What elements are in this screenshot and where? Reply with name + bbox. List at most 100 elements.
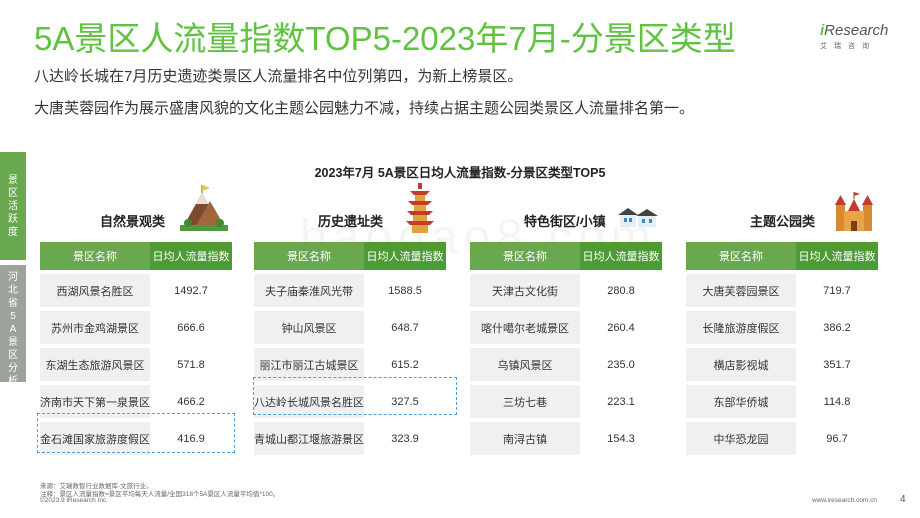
ranking-table-street: 景区名称 日均人流量指数 天津古文化街 280.8 喀什噶尔老城景区 260.4 乌镇风… bbox=[470, 238, 662, 459]
column-header-index: 日均人流量指数 bbox=[150, 242, 232, 270]
table-row: 苏州市金鸡湖景区 666.6 bbox=[40, 311, 232, 344]
scenic-area-name: 乌镇风景区 bbox=[470, 348, 580, 381]
logo-subtitle: 艾瑞咨询 bbox=[820, 43, 876, 50]
page-number: 4 bbox=[900, 494, 906, 505]
table-row: 青城山都江堰旅游景区 323.9 bbox=[254, 422, 446, 455]
scenic-area-name: 东湖生态旅游风景区 bbox=[40, 348, 150, 381]
traffic-index-value: 114.8 bbox=[796, 385, 878, 418]
scenic-area-name: 西湖风景名胜区 bbox=[40, 274, 150, 307]
ranking-table-nature: 景区名称 日均人流量指数 西湖风景名胜区 1492.7 苏州市金鸡湖景区 666.6 东… bbox=[40, 238, 232, 459]
traffic-index-value: 666.6 bbox=[150, 311, 232, 344]
scenic-area-name: 青城山都江堰旅游景区 bbox=[254, 422, 364, 455]
column-header-index: 日均人流量指数 bbox=[364, 242, 446, 270]
scenic-area-name: 喀什噶尔老城景区 bbox=[470, 311, 580, 344]
scenic-area-name: 大唐芙蓉园景区 bbox=[686, 274, 796, 307]
traffic-index-value: 466.2 bbox=[150, 385, 232, 418]
traffic-index-value: 1492.7 bbox=[150, 274, 232, 307]
logo-i: i bbox=[820, 22, 825, 39]
side-tab-hebei[interactable]: 河北省5A景区分析 bbox=[0, 265, 26, 387]
category-title: 特色街区/小镇 bbox=[524, 214, 606, 229]
highlight-box-jinshitan bbox=[37, 413, 235, 453]
table-row: 济南市天下第一泉景区 466.2 bbox=[40, 385, 232, 418]
traffic-index-value: 96.7 bbox=[796, 422, 878, 455]
subtitle-1: 八达岭长城在7月历史遗迹类景区人流量排名中位列第四，为新上榜景区。 bbox=[34, 68, 523, 85]
traffic-index-value: 327.5 bbox=[364, 385, 446, 418]
traffic-index-value: 719.7 bbox=[796, 274, 878, 307]
page-title: 5A景区人流量指数TOP5-2023年7月-分景区类型 bbox=[34, 20, 736, 57]
scenic-area-name: 苏州市金鸡湖景区 bbox=[40, 311, 150, 344]
iresearch-logo: iResearch 艾瑞咨询 bbox=[820, 22, 900, 52]
mountain-icon bbox=[180, 185, 228, 231]
traffic-index-value: 351.7 bbox=[796, 348, 878, 381]
highlight-box-badaling bbox=[253, 377, 457, 415]
logo-brand: Research bbox=[824, 22, 889, 39]
category-header-street: 特色街区/小镇 bbox=[470, 205, 662, 233]
footnote-source: 来源：艾瑞数智行业数据库-文旅行业。 bbox=[40, 483, 153, 490]
table-row: 南浔古镇 154.3 bbox=[470, 422, 662, 455]
ranking-table-theme-park: 景区名称 日均人流量指数 大唐芙蓉园景区 719.7 长隆旅游度假区 386.2 横店影… bbox=[686, 238, 878, 459]
category-header-theme-park: 主题公园类 bbox=[686, 192, 878, 233]
category-header-history: 历史遗址类 bbox=[254, 183, 446, 233]
copyright: ©2023.9 iResearch Inc. bbox=[40, 497, 109, 504]
traffic-index-value: 323.9 bbox=[364, 422, 446, 455]
traffic-index-value: 416.9 bbox=[150, 422, 232, 455]
table-row: 东湖生态旅游风景区 571.8 bbox=[40, 348, 232, 381]
table-row: 大唐芙蓉园景区 719.7 bbox=[686, 274, 878, 307]
castle-icon bbox=[835, 192, 873, 231]
category-title: 主题公园类 bbox=[750, 214, 816, 229]
table-row: 长隆旅游度假区 386.2 bbox=[686, 311, 878, 344]
subtitle-2: 大唐芙蓉园作为展示盛唐风貌的文化主题公园魅力不减，持续占据主题公园类景区人流量排… bbox=[34, 100, 695, 117]
website[interactable]: www.iresearch.com.cn bbox=[812, 497, 878, 504]
traffic-index-value: 648.7 bbox=[364, 311, 446, 344]
traffic-index-value: 154.3 bbox=[580, 422, 662, 455]
side-tab-activity[interactable]: 景区活跃度 bbox=[0, 152, 26, 260]
traffic-index-value: 235.0 bbox=[580, 348, 662, 381]
scenic-area-name: 钟山风景区 bbox=[254, 311, 364, 344]
traffic-index-value: 260.4 bbox=[580, 311, 662, 344]
side-tab-label: 河北省5A景区分析 bbox=[8, 272, 18, 387]
column-header-index: 日均人流量指数 bbox=[796, 242, 878, 270]
table-row: 横店影视城 351.7 bbox=[686, 348, 878, 381]
table-row: 丽江市丽江古城景区 615.2 bbox=[254, 348, 446, 381]
scenic-area-name: 横店影视城 bbox=[686, 348, 796, 381]
chart-title: 2023年7月 5A景区日均人流量指数-分景区类型TOP5 bbox=[314, 166, 606, 180]
traffic-index-value: 386.2 bbox=[796, 311, 878, 344]
category-title: 自然景观类 bbox=[100, 214, 166, 229]
scenic-area-name: 天津古文化街 bbox=[470, 274, 580, 307]
table-row: 西湖风景名胜区 1492.7 bbox=[40, 274, 232, 307]
table-row: 中华恐龙园 96.7 bbox=[686, 422, 878, 455]
scenic-area-name: 南浔古镇 bbox=[470, 422, 580, 455]
pagoda-icon bbox=[406, 183, 434, 233]
traffic-index-value: 1588.5 bbox=[364, 274, 446, 307]
scenic-area-name: 三坊七巷 bbox=[470, 385, 580, 418]
traffic-index-value: 280.8 bbox=[580, 274, 662, 307]
table-row: 钟山风景区 648.7 bbox=[254, 311, 446, 344]
table-row: 天津古文化街 280.8 bbox=[470, 274, 662, 307]
scenic-area-name: 中华恐龙园 bbox=[686, 422, 796, 455]
scenic-area-name: 丽江市丽江古城景区 bbox=[254, 348, 364, 381]
table-row: 东部华侨城 114.8 bbox=[686, 385, 878, 418]
traffic-index-value: 615.2 bbox=[364, 348, 446, 381]
category-header-nature: 自然景观类 bbox=[40, 185, 232, 233]
scenic-area-name: 长隆旅游度假区 bbox=[686, 311, 796, 344]
column-header-name: 景区名称 bbox=[686, 242, 796, 270]
scenic-area-name: 金石滩国家旅游度假区 bbox=[40, 422, 150, 455]
traffic-index-value: 571.8 bbox=[150, 348, 232, 381]
table-row: 金石滩国家旅游度假区 416.9 bbox=[40, 422, 232, 455]
table-row: 喀什噶尔老城景区 260.4 bbox=[470, 311, 662, 344]
scenic-area-name: 八达岭长城风景名胜区 bbox=[254, 385, 364, 418]
column-header-name: 景区名称 bbox=[40, 242, 150, 270]
column-header-name: 景区名称 bbox=[470, 242, 580, 270]
scenic-area-name: 夫子庙秦淮风光带 bbox=[254, 274, 364, 307]
column-header-index: 日均人流量指数 bbox=[580, 242, 662, 270]
footnote-note: 注释：景区人流量指数=景区平均每天人流量/全国318个5A景区人流量平均值*10… bbox=[40, 491, 280, 498]
table-row: 乌镇风景区 235.0 bbox=[470, 348, 662, 381]
category-title: 历史遗址类 bbox=[318, 214, 384, 229]
table-row: 八达岭长城风景名胜区 327.5 bbox=[254, 385, 446, 418]
scenic-area-name: 东部华侨城 bbox=[686, 385, 796, 418]
table-row: 夫子庙秦淮风光带 1588.5 bbox=[254, 274, 446, 307]
side-tab-label: 景区活跃度 bbox=[8, 175, 18, 238]
scenic-area-name: 济南市天下第一泉景区 bbox=[40, 385, 150, 418]
houses-icon bbox=[618, 208, 658, 227]
